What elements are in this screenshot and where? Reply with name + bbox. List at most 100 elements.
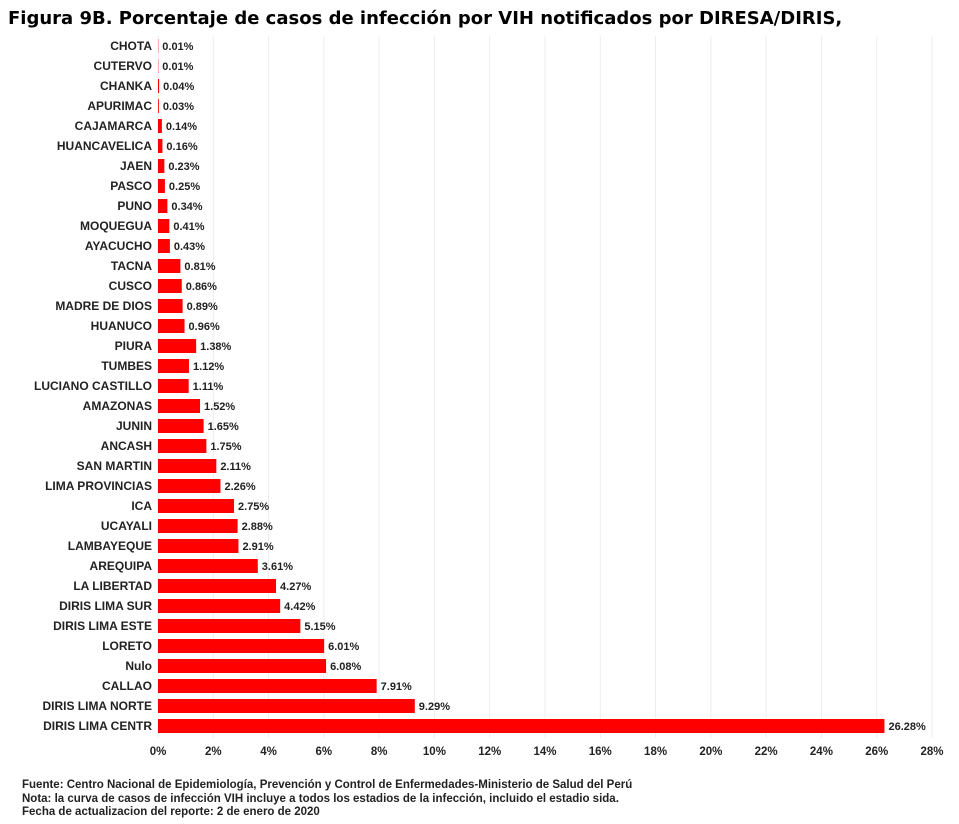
- category-label: LIMA PROVINCIAS: [45, 479, 152, 493]
- category-label: DIRIS LIMA CENTR: [43, 719, 152, 733]
- data-label: 7.91%: [381, 681, 412, 693]
- data-label: 0.01%: [162, 41, 193, 53]
- grid-lines: [157, 36, 933, 738]
- bar: [158, 379, 189, 393]
- data-label: 5.15%: [304, 621, 335, 633]
- x-tick-label: 14%: [533, 746, 556, 758]
- x-tick-label: 18%: [644, 746, 667, 758]
- bar: [158, 459, 217, 473]
- category-label: ICA: [131, 499, 152, 513]
- x-tick-label: 12%: [478, 746, 501, 758]
- bar: [158, 539, 239, 553]
- category-label: AMAZONAS: [83, 399, 152, 413]
- bar: [158, 299, 183, 313]
- data-label: 0.14%: [166, 121, 197, 133]
- data-labels: 0.01% 0.01% 0.04% 0.03% 0.14% 0.16% 0.23% 0.25%…: [162, 41, 926, 733]
- bar: [158, 159, 165, 173]
- data-label: 0.03%: [163, 101, 194, 113]
- x-tick-label: 2%: [205, 746, 222, 758]
- data-label: 4.42%: [284, 601, 315, 613]
- bar: [158, 419, 204, 433]
- bar: [158, 499, 235, 513]
- data-label: 0.41%: [173, 221, 204, 233]
- data-label: 2.26%: [224, 481, 255, 493]
- category-label: LAMBAYEQUE: [68, 539, 152, 553]
- bar: [158, 119, 162, 133]
- category-label: MADRE DE DIOS: [55, 299, 152, 313]
- category-label: Nulo: [125, 659, 152, 673]
- data-label: 0.04%: [163, 81, 194, 93]
- bar: [158, 279, 182, 293]
- category-label: TUMBES: [101, 359, 152, 373]
- data-label: 4.27%: [280, 581, 311, 593]
- category-label: CUSCO: [109, 279, 152, 293]
- data-label: 26.28%: [888, 721, 926, 733]
- category-label: PIURA: [115, 339, 153, 353]
- data-label: 6.01%: [328, 641, 359, 653]
- bar: [158, 219, 170, 233]
- category-label: SAN MARTIN: [77, 459, 152, 473]
- bar: [158, 519, 238, 533]
- data-label: 2.88%: [242, 521, 273, 533]
- category-label: DIRIS LIMA ESTE: [53, 619, 152, 633]
- bar: [158, 719, 885, 733]
- data-label: 1.11%: [193, 381, 224, 393]
- x-tick-label: 24%: [810, 746, 833, 758]
- x-tick-label: 8%: [371, 746, 388, 758]
- category-label: DIRIS LIMA NORTE: [42, 699, 152, 713]
- category-label: LA LIBERTAD: [73, 579, 152, 593]
- x-tick-label: 28%: [920, 746, 943, 758]
- x-tick-label: 4%: [260, 746, 277, 758]
- category-label: CUTERVO: [94, 59, 152, 73]
- bar: [158, 79, 160, 93]
- bar: [158, 479, 221, 493]
- bar: [158, 559, 258, 573]
- x-tick-label: 6%: [316, 746, 333, 758]
- category-label: AREQUIPA: [90, 559, 153, 573]
- category-label: JUNIN: [116, 419, 152, 433]
- bar: [158, 679, 377, 693]
- bar: [158, 659, 327, 673]
- data-label: 2.11%: [220, 461, 251, 473]
- bars: [158, 39, 885, 733]
- data-label: 0.89%: [187, 301, 218, 313]
- x-tick-label: 26%: [865, 746, 888, 758]
- bar: [158, 599, 281, 613]
- bar: [158, 699, 415, 713]
- data-label: 3.61%: [262, 561, 293, 573]
- data-label: 2.75%: [238, 501, 269, 513]
- data-label: 1.12%: [193, 361, 224, 373]
- bar: [158, 259, 181, 273]
- category-label: TACNA: [111, 259, 152, 273]
- bar: [158, 179, 165, 193]
- chart-title: Figura 9B. Porcentaje de casos de infecc…: [8, 8, 843, 29]
- x-tick-label: 0%: [150, 746, 167, 758]
- bar: [158, 239, 170, 253]
- x-tick-label: 10%: [423, 746, 446, 758]
- category-label: LUCIANO CASTILLO: [34, 379, 152, 393]
- footer-note: Nota: la curva de casos de infección VIH…: [22, 792, 619, 805]
- category-label: AYACUCHO: [85, 239, 152, 253]
- x-tick-label: 16%: [589, 746, 612, 758]
- data-label: 2.91%: [242, 541, 273, 553]
- data-label: 0.25%: [169, 181, 200, 193]
- data-label: 0.23%: [168, 161, 199, 173]
- category-label: UCAYALI: [101, 519, 152, 533]
- data-label: 0.81%: [184, 261, 215, 273]
- data-label: 1.65%: [208, 421, 239, 433]
- bar: [158, 139, 163, 153]
- data-label: 0.01%: [162, 61, 193, 73]
- category-label: CHANKA: [100, 79, 152, 93]
- category-label: APURIMAC: [87, 99, 152, 113]
- category-label: LORETO: [102, 639, 152, 653]
- bar: [158, 399, 201, 413]
- x-tick-label: 22%: [755, 746, 778, 758]
- data-label: 1.75%: [210, 441, 241, 453]
- data-label: 0.16%: [166, 141, 197, 153]
- chart-footer: Fuente: Centro Nacional de Epidemiología…: [22, 779, 632, 820]
- data-label: 0.96%: [189, 321, 220, 333]
- bar: [158, 99, 159, 113]
- footer-date: Fecha de actualizacion del reporte: 2 de…: [22, 806, 320, 818]
- data-label: 6.08%: [330, 661, 361, 673]
- category-label: DIRIS LIMA SUR: [59, 599, 152, 613]
